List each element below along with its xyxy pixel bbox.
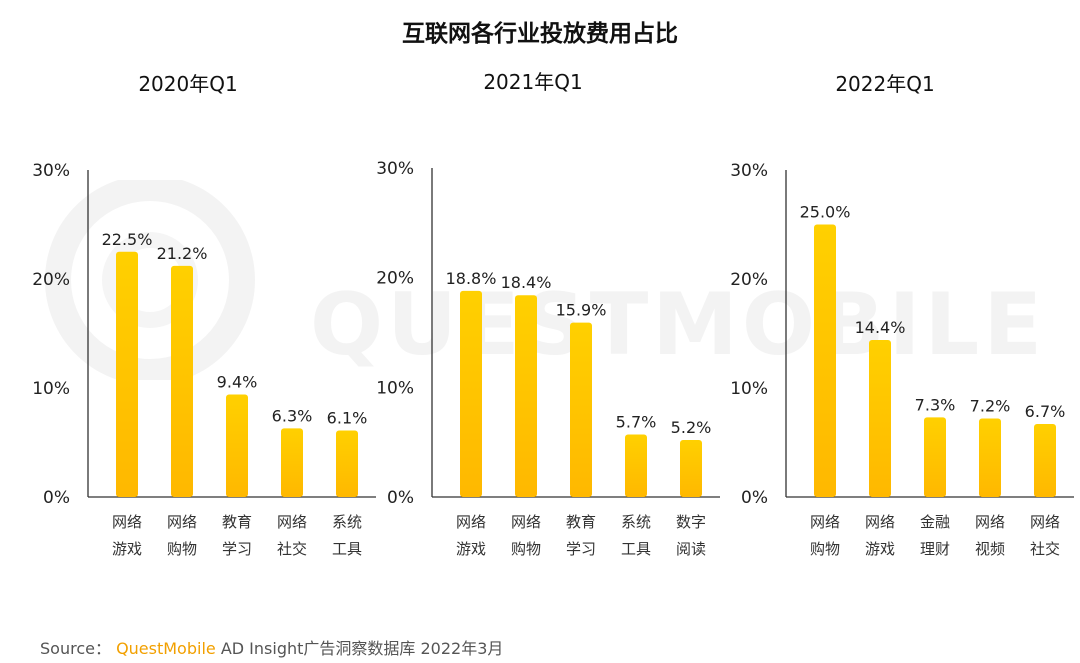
- y-tick-label: 10%: [376, 378, 414, 398]
- x-category-label: 网络: [1030, 513, 1060, 531]
- bar: [625, 434, 647, 497]
- x-category-label: 网络: [167, 513, 197, 531]
- bar-value-label: 9.4%: [217, 373, 258, 392]
- bar-value-label: 22.5%: [102, 230, 153, 249]
- x-category-label: 游戏: [865, 540, 895, 558]
- x-category-label: 网络: [865, 513, 895, 531]
- source-prefix: Source：: [40, 639, 111, 658]
- bar-value-label: 6.7%: [1025, 402, 1066, 421]
- bar: [336, 430, 358, 497]
- x-category-label: 系统: [332, 513, 362, 531]
- bar: [171, 265, 193, 497]
- bar: [116, 251, 138, 497]
- x-category-label: 网络: [975, 513, 1005, 531]
- y-tick-label: 20%: [376, 269, 414, 289]
- y-tick-label: 0%: [43, 488, 70, 508]
- bar: [460, 290, 482, 497]
- bar: [281, 428, 303, 497]
- bar: [924, 417, 946, 497]
- x-category-label: 网络: [511, 513, 541, 531]
- bar: [680, 439, 702, 497]
- bar-value-label: 14.4%: [855, 318, 906, 337]
- bar-value-label: 6.3%: [272, 406, 313, 425]
- bar-value-label: 21.2%: [157, 244, 208, 263]
- x-category-label: 购物: [167, 540, 197, 558]
- x-category-label: 学习: [222, 540, 252, 558]
- x-category-label: 学习: [566, 540, 596, 558]
- x-category-label: 阅读: [676, 540, 706, 558]
- bar-value-label: 5.2%: [671, 418, 712, 437]
- x-category-label: 工具: [332, 540, 362, 558]
- x-category-label: 游戏: [112, 540, 142, 558]
- y-tick-label: 0%: [387, 488, 414, 508]
- panel-title-2020: 2020年Q1: [138, 72, 238, 96]
- y-tick-label: 30%: [730, 161, 768, 181]
- x-category-label: 数字: [676, 513, 706, 531]
- bar: [979, 418, 1001, 497]
- bar: [869, 340, 891, 497]
- main-title: 互联网各行业投放费用占比: [402, 21, 678, 47]
- x-category-label: 教育: [222, 513, 252, 531]
- x-category-label: 视频: [975, 540, 1005, 558]
- bar-value-label: 5.7%: [616, 412, 657, 431]
- y-tick-label: 30%: [376, 159, 414, 179]
- x-category-label: 购物: [511, 540, 541, 558]
- x-category-label: 网络: [112, 513, 142, 531]
- x-category-label: 教育: [566, 513, 596, 531]
- bar: [814, 224, 836, 497]
- panel-title-2021: 2021年Q1: [483, 70, 583, 94]
- bar: [570, 322, 592, 497]
- y-tick-label: 10%: [730, 379, 768, 399]
- bar-value-label: 18.8%: [446, 269, 497, 288]
- bar-value-label: 18.4%: [501, 273, 552, 292]
- x-category-label: 工具: [621, 540, 651, 558]
- x-category-label: 理财: [920, 540, 950, 558]
- x-category-label: 社交: [277, 540, 307, 558]
- x-category-label: 游戏: [456, 540, 486, 558]
- bar-value-label: 6.1%: [327, 409, 368, 428]
- panel-title-2022: 2022年Q1: [835, 72, 935, 96]
- x-category-label: 网络: [456, 513, 486, 531]
- x-category-label: 网络: [810, 513, 840, 531]
- source-brand: QuestMobile: [116, 639, 216, 658]
- y-tick-label: 20%: [730, 270, 768, 290]
- bar-value-label: 7.3%: [915, 395, 956, 414]
- x-category-label: 社交: [1030, 540, 1060, 558]
- y-tick-label: 10%: [32, 379, 70, 399]
- x-category-label: 网络: [277, 513, 307, 531]
- source-note: Source： QuestMobile AD Insight广告洞察数据库 20…: [40, 635, 503, 659]
- source-suffix: AD Insight广告洞察数据库 2022年3月: [215, 639, 504, 658]
- bar: [226, 394, 248, 497]
- x-category-label: 系统: [621, 513, 651, 531]
- bar-value-label: 7.2%: [970, 397, 1011, 416]
- y-tick-label: 0%: [741, 488, 768, 508]
- bar-value-label: 25.0%: [800, 203, 851, 222]
- x-category-label: 购物: [810, 540, 840, 558]
- bar: [1034, 423, 1056, 497]
- y-tick-label: 30%: [32, 161, 70, 181]
- y-tick-label: 20%: [32, 270, 70, 290]
- bar-value-label: 15.9%: [556, 301, 607, 320]
- bar: [515, 295, 537, 497]
- x-category-label: 金融: [920, 513, 950, 531]
